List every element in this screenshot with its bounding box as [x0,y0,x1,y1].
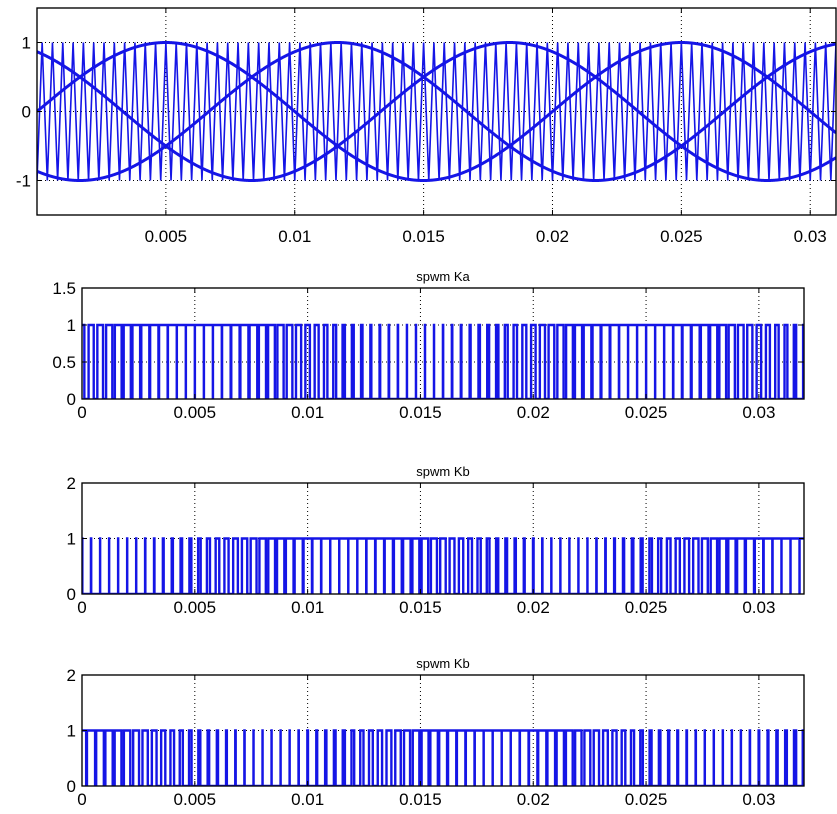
y-tick-label: 0 [22,103,31,122]
y-tick-label: 2 [67,666,76,685]
y-tick-label: 0 [67,585,76,604]
pulse-train [82,729,804,786]
pulse-train [82,537,804,594]
y-tick-label: 1 [67,722,76,741]
plot-area [82,537,804,594]
pulse-train [82,323,804,399]
x-tick-label: 0.03 [742,403,775,422]
axes-4: 0 0.005 0.01 0.015 0.02 0.025 0.03 0 1 2 spwm Kb [67,656,805,809]
y-tick-label: 1 [22,34,31,53]
axes-title: spwm Kb [416,464,469,479]
x-tick-label: 0 [77,403,86,422]
x-tick-label: 0.01 [291,598,324,617]
x-tick-label: 0.025 [625,790,668,809]
x-tick-label: 0.025 [625,598,668,617]
x-tick-label: 0.005 [174,403,217,422]
x-tick-label: 0.015 [399,403,442,422]
x-tick-label: 0.03 [794,227,827,246]
x-tick-label: 0.02 [517,403,550,422]
x-tick-label: 0.01 [278,227,311,246]
y-tick-label: -1 [16,172,31,191]
y-tick-label: 1 [67,316,76,335]
x-tick-label: 0.03 [742,790,775,809]
y-tick-label: 1.5 [52,279,76,298]
axes-border [81,287,805,400]
y-tick-label: 0 [67,390,76,409]
y-tick-label: 0 [67,777,76,796]
x-tick-label: 0.02 [536,227,569,246]
axes-2: 0 0.005 0.01 0.015 0.02 0.025 0.03 0 0.5 1 1.5 spwm… [52,269,805,422]
x-tick-label: 0.01 [291,790,324,809]
axes-title: spwm Ka [416,269,470,284]
y-tick-label: 2 [67,474,76,493]
axes-3: 0 0.005 0.01 0.015 0.02 0.025 0.03 0 1 2 spwm Kb [67,464,805,617]
x-tick-label: 0.015 [399,790,442,809]
y-tick-label: 1 [67,530,76,549]
x-tick-label: 0.02 [517,790,550,809]
x-tick-label: 0 [77,598,86,617]
plot-area [82,323,804,399]
y-tick-label: 0.5 [52,353,76,372]
x-tick-label: 0.02 [517,598,550,617]
plot-area [82,729,804,786]
x-tick-label: 0.03 [742,598,775,617]
x-tick-label: 0.025 [660,227,703,246]
x-tick-label: 0.025 [625,403,668,422]
carrier-triangle [37,42,836,181]
x-tick-label: 0.015 [402,227,445,246]
plot-area [37,41,836,182]
x-tick-label: 0.015 [399,598,442,617]
x-tick-label: 0.005 [174,598,217,617]
axes-title: spwm Kb [416,656,469,671]
axes-1: 0.005 0.01 0.015 0.02 0.025 0.03 -1 0 1 [16,7,837,246]
x-tick-label: 0.005 [174,790,217,809]
x-tick-label: 0.005 [145,227,188,246]
x-tick-label: 0 [77,790,86,809]
x-tick-label: 0.01 [291,403,324,422]
